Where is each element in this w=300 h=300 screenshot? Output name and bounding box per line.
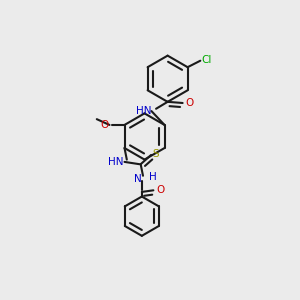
Text: HN: HN [136,106,152,116]
Text: N: N [134,174,142,184]
Text: O: O [100,120,108,130]
Text: H: H [149,172,157,182]
Text: Cl: Cl [202,55,212,65]
Text: S: S [152,149,159,159]
Text: O: O [157,184,165,195]
Text: O: O [185,98,194,108]
Text: HN: HN [108,157,123,167]
